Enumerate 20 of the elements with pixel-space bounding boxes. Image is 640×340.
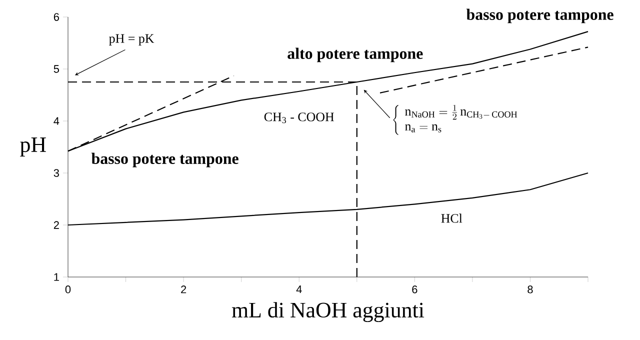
annotation: alto potere tampone <box>288 48 423 62</box>
annotation: $\left\{\begin{array}{l}\mathrm{n}_{\mathrm{NaOH}} = \frac{1}{2}\,\mathrm{n}_{\mathrm{CH_3{-}\,COOH}} \\ \mathrm{n}_{\mathrm{a}} = \mathrm{n}_{\mathrm{s}}\end{array}\right.$ <box>393 104 518 135</box>
x-tick-label: 0 <box>65 286 71 294</box>
x-tick-label: 6 <box>412 286 418 294</box>
y-tick-label: 6 <box>54 13 59 21</box>
x-tick-label: 4 <box>296 286 302 294</box>
annotation: pH = pK <box>109 34 154 46</box>
y-tick-label: 1 <box>54 273 59 281</box>
x-tick-label: 2 <box>181 286 186 294</box>
series-label: CH$_{3}$ - COOH <box>264 112 334 124</box>
x-axis-title: mL di NaOH aggiunti <box>232 302 424 322</box>
y-tick-label: 4 <box>54 117 60 125</box>
x-tick-label: 8 <box>528 286 533 294</box>
annotation: basso potere tampone <box>91 152 238 168</box>
y-tick-label: 2 <box>54 221 59 229</box>
y-axis-title: pH <box>20 137 46 157</box>
y-tick-label: 5 <box>54 65 60 73</box>
y-tick-label: 3 <box>54 169 59 177</box>
series-label: HCl <box>441 214 462 223</box>
annotation: basso potere tampone <box>466 8 614 24</box>
